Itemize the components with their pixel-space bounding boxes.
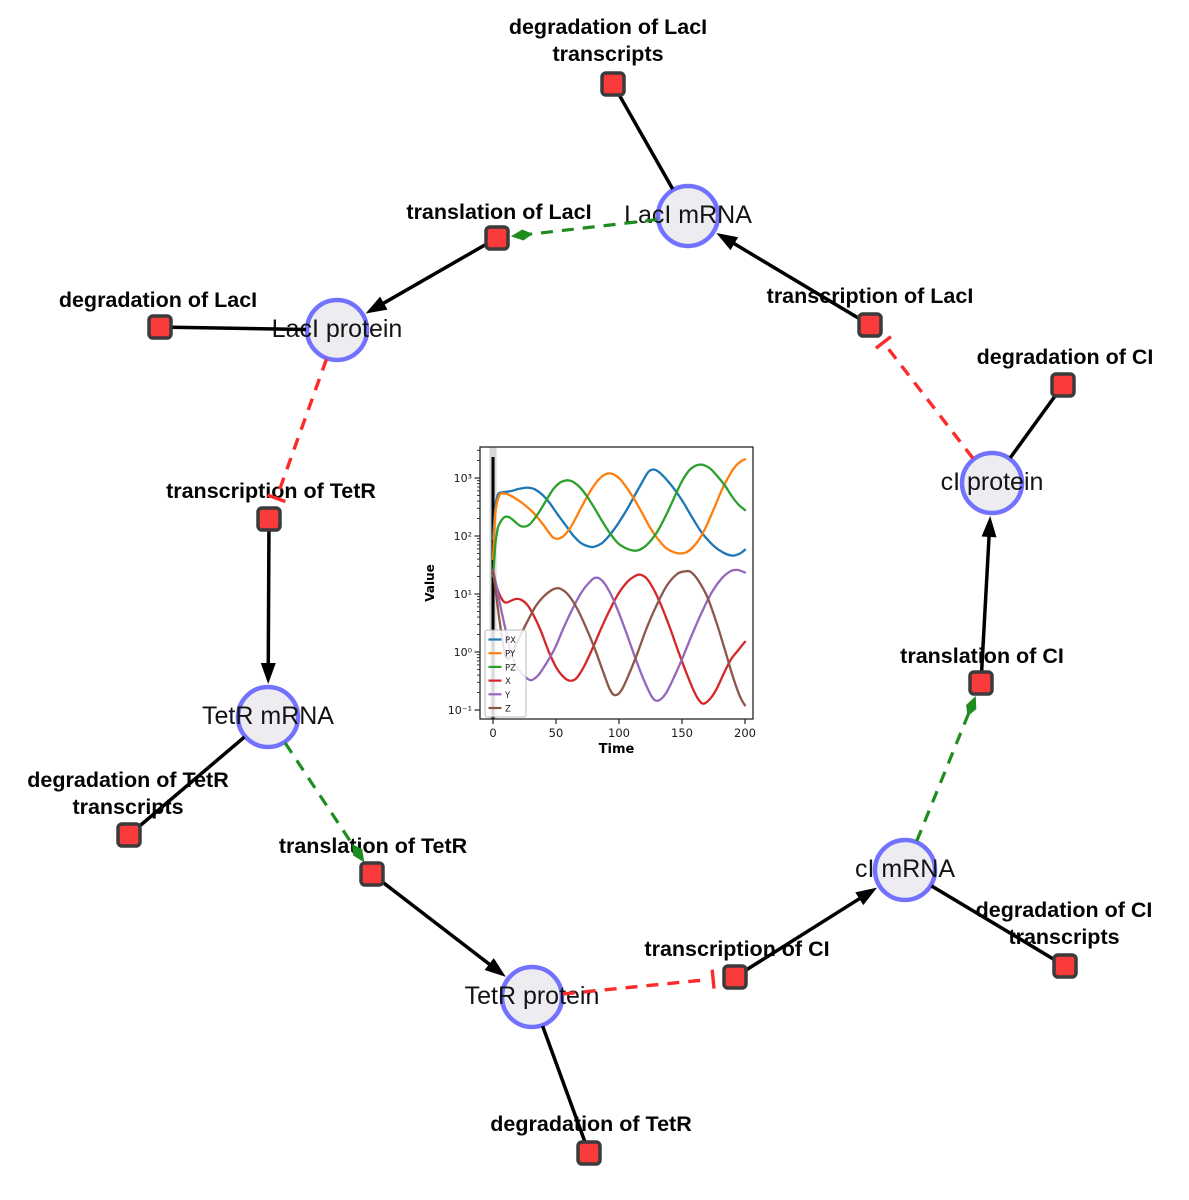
legend-entry-label: PZ (505, 663, 516, 673)
reaction-label-degradation-ci: degradation of CI (976, 345, 1154, 369)
y-tick-label: 10² (454, 530, 472, 543)
species-label-ci-mrna: cI mRNA (855, 855, 955, 883)
legend-entry-label: Z (505, 705, 511, 715)
y-tick-label: 10¹ (454, 588, 472, 601)
y-tick-label: 10⁰ (454, 646, 473, 659)
series-line-PY (491, 458, 747, 561)
series-line-X (491, 570, 747, 705)
reaction-label-translation-ci: translation of CI (900, 644, 1064, 668)
reaction-label-translation-tetr: translation of TetR (278, 834, 468, 858)
x-tick-label: 150 (671, 726, 693, 740)
reaction-label-degradation-tetr: degradation of TetR (490, 1112, 692, 1136)
species-label-ci-protein: cI protein (940, 468, 1044, 496)
reaction-label-translation-laci: translation of LacI (406, 200, 592, 224)
legend-entry-label: X (505, 677, 511, 687)
reaction-label-degradation-laci-transcripts: degradation of LacI transcripts (508, 15, 708, 66)
species-label-tetr-protein: TetR protein (464, 982, 600, 1010)
reaction-label-degradation-tetr-transcripts: degradation of TetR transcripts (27, 768, 229, 819)
legend-entry-label: PY (505, 650, 516, 660)
x-axis-label: Time (599, 742, 635, 757)
timeseries-plot: 0 50 100 150 20010⁻¹10⁰10¹10²10³TimeValuePXP… (420, 430, 780, 770)
legend-entry-label: Y (504, 691, 511, 701)
y-tick-label: 10³ (454, 472, 472, 485)
reaction-label-degradation-laci: degradation of LacI (58, 288, 258, 312)
chart-inset: 0 50 100 150 200 10⁻¹ 10⁰ 10¹ 10² 10³ Time Value PX P… (420, 430, 780, 770)
x-tick-label: 200 (734, 726, 756, 740)
y-tick-label: 10⁻¹ (448, 704, 472, 717)
series-line-PX (491, 468, 747, 557)
legend: PX PY PZ XYZ (484, 629, 527, 718)
reaction-label-degradation-ci-transcripts: degradation of CI transcripts (975, 898, 1153, 949)
reaction-label-transcription-laci: transcription of LacI (766, 284, 974, 308)
x-tick-label: 0 (489, 726, 496, 740)
y-axis-label: Value (423, 564, 437, 602)
legend-entry-label: PX (505, 636, 516, 646)
species-label-tetr-mrna: TetR mRNA (202, 702, 334, 730)
x-tick-label: 100 (608, 726, 630, 740)
species-label-laci-protein: LacI protein (271, 315, 403, 343)
series-line-PZ (491, 463, 747, 578)
x-tick-label: 50 (549, 726, 564, 740)
